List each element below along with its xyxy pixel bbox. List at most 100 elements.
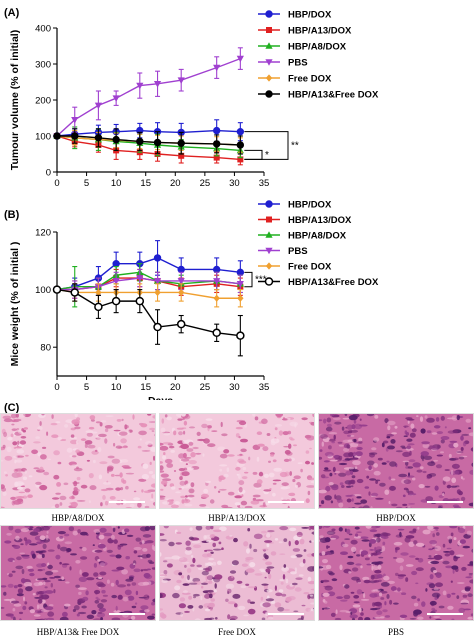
data-point	[70, 288, 79, 297]
y-tick-label: 400	[35, 24, 51, 35]
x-tick-label: 30	[229, 178, 240, 189]
legend-label: Free DOX	[288, 262, 332, 273]
data-point	[236, 127, 245, 136]
legend-label: Free DOX	[288, 74, 332, 85]
legend-label: HBP/DOX	[288, 10, 332, 21]
x-tick-label: 35	[259, 382, 270, 393]
legend-item-hbp-a8-dox: HBP/A8/DOX	[258, 231, 347, 242]
micrograph-free-dox	[159, 525, 315, 621]
y-tick-label: 300	[35, 60, 51, 71]
bracket-line	[244, 271, 253, 288]
legend-marker	[265, 247, 273, 255]
x-tick-label: 30	[229, 382, 240, 393]
data-point	[213, 64, 221, 72]
data-point	[212, 126, 221, 135]
legend-marker	[265, 74, 273, 82]
y-axis-label: Mice weight (% of initial )	[9, 242, 21, 367]
legend-label: PBS	[288, 58, 308, 69]
bracket-line	[244, 131, 289, 160]
data-point	[53, 132, 61, 140]
series-hbp-a13-free-dox	[52, 283, 245, 357]
legend-marker	[266, 216, 272, 223]
data-point	[154, 288, 161, 297]
x-tick-label: 20	[170, 178, 181, 189]
data-point	[213, 154, 220, 161]
micrograph-hbp-dox	[318, 413, 474, 509]
legend-marker	[265, 42, 273, 49]
data-point	[111, 296, 121, 306]
data-point	[153, 254, 162, 262]
x-tick-label: 15	[140, 178, 151, 189]
panel-b-label: (B)	[4, 209, 20, 221]
y-tick-label: 0	[46, 168, 51, 179]
series-line	[56, 288, 241, 299]
series-pbs	[53, 47, 244, 140]
data-point	[153, 278, 162, 285]
y-tick-label: 80	[40, 343, 51, 354]
legend-item-hbp-dox: HBP/DOX	[258, 10, 332, 21]
legend-marker	[265, 10, 273, 18]
bracket-line	[244, 149, 263, 160]
micrograph-hbp-a13-free-dox	[0, 525, 156, 621]
legend-label: HBP/A13&Free DOX	[288, 277, 379, 288]
micrograph-caption: HBP/A13/DOX	[208, 513, 266, 523]
micrograph-pbs	[318, 525, 474, 621]
data-point	[52, 285, 62, 294]
legend-marker	[265, 231, 273, 238]
data-point	[236, 281, 244, 288]
micrograph-hbp-a8-dox	[0, 413, 156, 509]
data-point	[153, 138, 162, 147]
x-tick-label: 5	[84, 382, 89, 393]
data-point	[213, 294, 220, 302]
y-tick-label: 100	[35, 285, 51, 296]
data-point	[94, 134, 103, 142]
x-tick-label: 10	[111, 178, 122, 189]
data-point	[135, 296, 145, 306]
x-tick-label: 10	[111, 382, 122, 393]
chart-legend: HBP/DOX HBP/A13/DOX HBP/A8/DOX PBS Free DOX H…	[258, 200, 379, 288]
legend-marker	[265, 90, 273, 98]
micrograph-image	[319, 526, 473, 620]
data-point	[112, 135, 120, 144]
data-point	[177, 139, 185, 147]
significance-bracket: ***	[244, 271, 267, 288]
micrograph-image	[1, 526, 155, 620]
significance-bracket: **	[244, 131, 299, 160]
legend-item-hbp-a13-dox: HBP/A13/DOX	[258, 26, 352, 37]
y-axis-label: Tumour volume (% of initial)	[9, 30, 21, 170]
data-point	[136, 275, 144, 282]
micrograph-image	[160, 414, 314, 508]
x-tick-label: 25	[200, 178, 211, 189]
series-line	[56, 57, 241, 137]
series-line	[56, 288, 241, 337]
data-point	[236, 331, 245, 340]
data-point	[236, 268, 245, 277]
legend-marker	[265, 262, 273, 270]
legend-label: HBP/A13/DOX	[288, 215, 352, 226]
micrograph-image	[319, 414, 473, 508]
legend-label: HBP/A13/DOX	[288, 26, 352, 37]
micrograph-caption: PBS	[387, 627, 404, 637]
micrograph-caption: HBP/A8/DOX	[51, 513, 105, 523]
legend-item-hbp-dox: HBP/DOX	[258, 200, 332, 211]
data-point	[237, 294, 244, 302]
legend-item-free-dox: Free DOX	[258, 74, 332, 85]
legend-item-hbp-a13-free-dox: HBP/A13&Free DOX	[258, 277, 379, 288]
data-point	[136, 82, 144, 90]
legend-marker	[266, 27, 272, 33]
data-point	[236, 55, 244, 63]
data-point	[236, 141, 245, 149]
legend-label: HBP/DOX	[288, 200, 332, 211]
data-point	[112, 95, 120, 102]
legend-item-pbs: PBS	[258, 58, 308, 69]
significance-mark: *	[265, 150, 269, 161]
chart-panel-b: (B) 80 100 120 0 5 10 15 20 25 30 35 Mice weight (% …	[4, 200, 379, 401]
data-point	[153, 322, 162, 332]
x-axis-label: Days	[148, 395, 173, 400]
legend-label: HBP/A8/DOX	[288, 42, 347, 53]
data-point	[237, 156, 244, 163]
data-point	[177, 265, 185, 274]
panel-c-label: (C)	[4, 402, 20, 414]
data-point	[94, 302, 103, 312]
series-hbp-a13-free-dox	[53, 128, 245, 155]
